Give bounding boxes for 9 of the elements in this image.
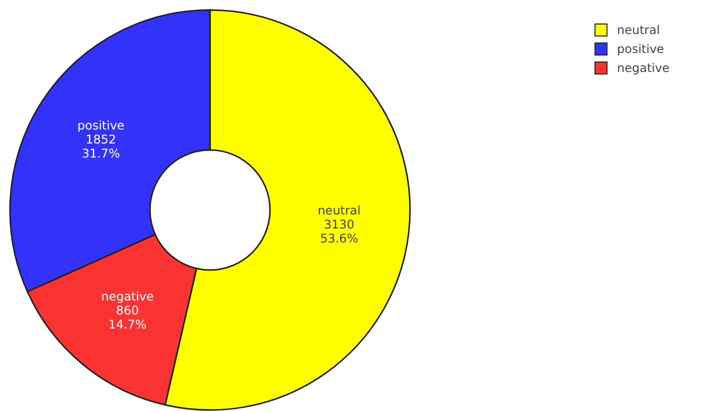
data-label: 860 14.7% <box>108 303 147 332</box>
slice-label: positive <box>77 118 124 132</box>
legend-label: positive <box>617 42 664 56</box>
slice-label: neutral <box>318 204 361 218</box>
data-label: 3130 53.6% <box>320 218 358 246</box>
legend-label: negative <box>617 61 670 75</box>
slice-label: negative <box>101 289 154 304</box>
legend-label: neutral <box>617 23 660 37</box>
data-label: 1852 31.7% <box>82 132 120 160</box>
